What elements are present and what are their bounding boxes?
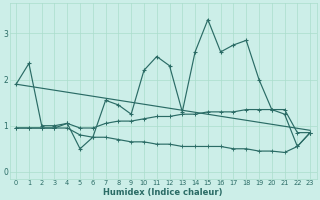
X-axis label: Humidex (Indice chaleur): Humidex (Indice chaleur) [103,188,223,197]
